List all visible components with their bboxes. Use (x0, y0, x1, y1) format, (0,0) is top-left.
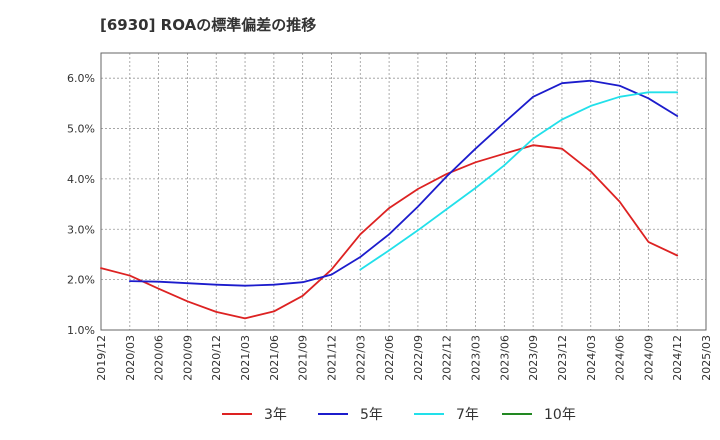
y-tick-label: 5.0% (67, 123, 95, 136)
x-tick-label: 2021/12 (325, 335, 338, 381)
series-line (128, 79, 679, 287)
legend-label: 10年 (544, 407, 576, 423)
series-line (359, 91, 679, 271)
x-tick-label: 2025/03 (700, 335, 713, 381)
chart-title: [6930] ROAの標準偏差の推移 (100, 16, 317, 34)
y-tick-label: 3.0% (67, 223, 95, 236)
y-tick-label: 2.0% (67, 274, 95, 287)
x-tick-label: 2022/12 (441, 335, 454, 381)
series-lines (100, 79, 679, 320)
y-tick-label: 4.0% (67, 173, 95, 186)
legend-label: 3年 (264, 407, 287, 423)
legend-label: 7年 (456, 407, 479, 423)
x-tick-label: 2021/09 (297, 335, 310, 381)
x-tick-label: 2021/03 (239, 335, 252, 381)
x-tick-label: 2020/06 (153, 335, 166, 381)
y-tick-label: 1.0% (67, 324, 95, 337)
x-tick-label: 2024/03 (585, 335, 598, 381)
y-tick-label: 6.0% (67, 72, 95, 85)
x-tick-label: 2019/12 (95, 335, 108, 381)
x-tick-label: 2022/03 (354, 335, 367, 381)
x-tick-label: 2021/06 (268, 335, 281, 381)
series-line (100, 144, 679, 320)
x-tick-label: 2023/12 (556, 335, 569, 381)
x-tick-label: 2024/09 (642, 335, 655, 381)
x-tick-label: 2020/12 (210, 335, 223, 381)
plot-background (101, 53, 706, 330)
x-tick-label: 2022/06 (383, 335, 396, 381)
x-tick-label: 2020/03 (124, 335, 137, 381)
x-tick-label: 2020/09 (181, 335, 194, 381)
x-axis-ticks: 2019/12 2020/03 2020/06 2020/09 2020/12 2021/… (95, 335, 713, 381)
x-tick-label: 2023/03 (470, 335, 483, 381)
x-tick-label: 2024/12 (671, 335, 684, 381)
legend-label: 5年 (360, 407, 383, 423)
x-tick-label: 2022/09 (412, 335, 425, 381)
x-tick-label: 2023/09 (527, 335, 540, 381)
legend: 3年 5年 7年 10年 (222, 407, 576, 423)
x-tick-label: 2024/06 (614, 335, 627, 381)
y-axis-ticks: 1.0% 2.0% 3.0% 4.0% 5.0% 6.0% (67, 72, 95, 337)
x-tick-label: 2023/06 (498, 335, 511, 381)
plot-frame (100, 52, 707, 331)
